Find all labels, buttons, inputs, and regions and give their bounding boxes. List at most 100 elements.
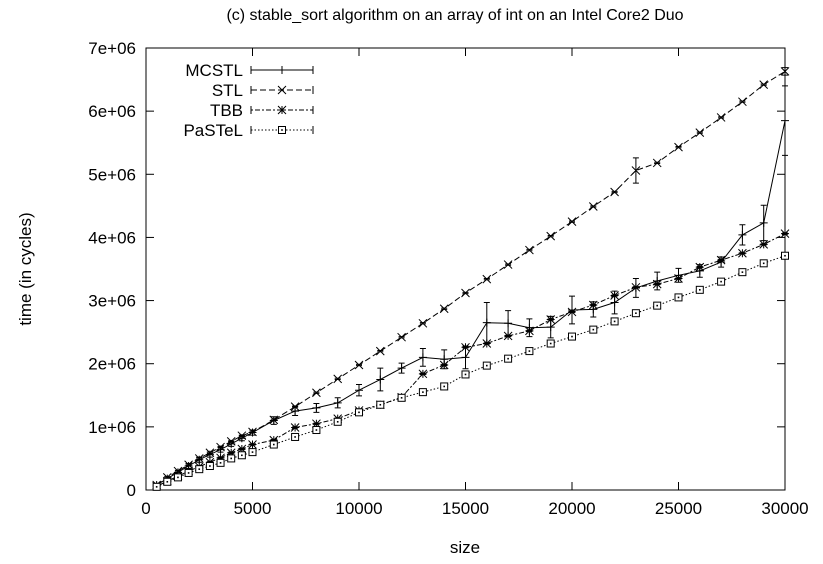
data-point (652, 279, 662, 289)
legend-marker (278, 66, 286, 74)
data-point (195, 465, 204, 474)
data-point (418, 369, 428, 379)
data-point (780, 229, 790, 238)
data-point (759, 80, 769, 89)
data-point (631, 166, 641, 175)
data-point (237, 444, 247, 454)
y-tick-label: 4e+06 (88, 228, 136, 247)
data-point (237, 451, 246, 460)
data-point (695, 128, 705, 137)
data-point (567, 307, 577, 317)
data-point (674, 142, 683, 152)
data-point (610, 298, 619, 307)
data-point (716, 113, 726, 122)
data-point (397, 332, 406, 342)
data-point (269, 415, 279, 425)
data-point (194, 454, 204, 463)
data-point (588, 300, 598, 310)
data-point (312, 419, 321, 429)
data-point (226, 448, 236, 458)
data-point (312, 426, 321, 435)
data-point (482, 361, 491, 370)
y-axis-label: time (in cycles) (16, 212, 35, 325)
legend-item-mcstl: MCSTL (185, 61, 314, 80)
data-point (461, 370, 470, 379)
data-point (503, 331, 513, 341)
x-axis-label: size (450, 538, 480, 557)
data-point (354, 360, 364, 370)
data-point (461, 288, 470, 298)
data-point (461, 342, 470, 352)
data-point (631, 309, 640, 318)
y-tick-label: 7e+06 (88, 39, 136, 58)
data-point (355, 386, 363, 395)
data-point (205, 462, 214, 471)
data-point (397, 364, 406, 373)
data-point (695, 285, 704, 294)
data-point (184, 460, 193, 470)
data-point (568, 332, 576, 341)
data-point (759, 218, 768, 227)
x-tick-label: 30000 (761, 499, 808, 518)
data-point (717, 277, 726, 286)
data-point (738, 230, 747, 239)
data-point (163, 477, 172, 486)
legend-marker (277, 85, 287, 95)
data-point (152, 482, 161, 491)
legend-label: TBB (210, 101, 243, 120)
y-tick-label: 6e+06 (88, 102, 136, 121)
data-point (482, 274, 492, 284)
data-point (546, 339, 555, 348)
data-point (376, 400, 385, 409)
data-point (781, 251, 789, 260)
data-point (418, 318, 428, 328)
data-point (173, 473, 182, 482)
data-point (376, 375, 385, 384)
data-point (237, 431, 247, 441)
data-point (588, 202, 598, 211)
data-point (610, 317, 619, 326)
x-tick-label: 5000 (234, 499, 272, 518)
data-point (482, 318, 491, 327)
data-point (652, 158, 662, 168)
data-point (653, 301, 662, 310)
data-point (589, 325, 598, 334)
data-point (567, 217, 577, 226)
x-tick-label: 20000 (548, 499, 595, 518)
ticks: 0 5000 10000 15000 20000 25000 30000 0 1e+06 2e+0… (88, 39, 808, 518)
data-point (290, 423, 300, 432)
data-point (546, 323, 555, 332)
data-point (482, 339, 492, 348)
data-point (674, 274, 683, 283)
data-point (227, 454, 236, 463)
data-point (503, 260, 513, 269)
data-point (440, 382, 449, 391)
data-point (184, 468, 193, 477)
data-point (631, 282, 641, 292)
data-point (216, 458, 225, 467)
legend-item-stl: STL (212, 81, 314, 100)
data-point (333, 398, 342, 407)
y-tick-label: 5e+06 (88, 165, 136, 184)
data-point (355, 408, 363, 417)
x-tick-label: 0 (141, 499, 150, 518)
data-point (216, 442, 225, 452)
y-tick-label: 1e+06 (88, 418, 136, 437)
legend-marker (278, 126, 286, 134)
data-point (397, 393, 406, 402)
data-point (216, 453, 225, 463)
data-point (333, 374, 343, 384)
data-point (291, 407, 300, 416)
data-point (695, 262, 705, 272)
y-tick-label: 3e+06 (88, 292, 136, 311)
data-point (759, 259, 768, 268)
data-point (716, 255, 726, 265)
data-point (248, 427, 257, 437)
x-tick-label: 25000 (655, 499, 702, 518)
data-point (674, 293, 683, 302)
data-point (504, 354, 513, 363)
data-point (525, 347, 534, 356)
legend-item-tbb: TBB (210, 101, 314, 120)
data-point (525, 245, 534, 255)
